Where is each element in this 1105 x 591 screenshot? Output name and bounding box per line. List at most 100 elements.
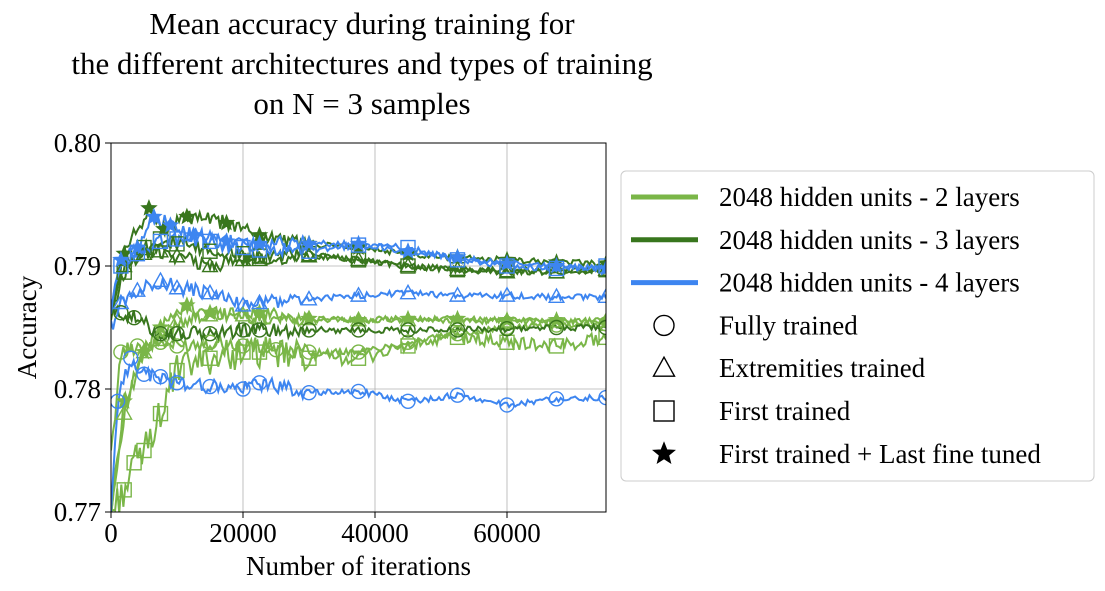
legend-circle-icon (653, 314, 675, 337)
marker-2-layers-first-trained-last-fine-tuned (547, 310, 566, 328)
legend-square-icon (653, 400, 675, 422)
marker-2-layers-extremities-trained (234, 306, 252, 322)
series-markers (111, 199, 606, 498)
x-tick-label: 0 (104, 518, 118, 548)
marker-3-layers-extremities-trained (201, 256, 219, 273)
marker-4-layers-extremities-trained (448, 286, 467, 302)
marker-4-layers-first-trained (202, 233, 218, 250)
marker-4-layers-fully-trained (449, 387, 466, 403)
legend: 2048 hidden units - 2 layers 2048 hidden … (620, 170, 1095, 482)
marker-3-layers-first-trained (449, 261, 466, 278)
marker-3-layers-fully-trained (235, 322, 251, 338)
marker-4-layers-first-trained-last-fine-tuned (349, 234, 368, 252)
marker-4-layers-fully-trained (350, 383, 367, 400)
marker-4-layers-fully-trained (123, 350, 139, 366)
marker-4-layers-first-trained (152, 233, 169, 250)
marker-2-layers-first-trained (126, 455, 142, 471)
marker-4-layers-fully-trained (598, 389, 606, 406)
marker-2-layers-first-trained (598, 329, 606, 346)
legend-star-icon (652, 441, 676, 464)
marker-2-layers-first-trained-last-fine-tuned (178, 296, 196, 313)
marker-3-layers-fully-trained (169, 325, 185, 342)
marker-2-layers-first-trained (548, 338, 565, 354)
marker-4-layers-first-trained-last-fine-tuned (300, 234, 318, 252)
marker-2-layers-first-trained (116, 482, 132, 498)
marker-2-layers-first-trained (400, 338, 416, 354)
marker-2-layers-first-trained (235, 344, 251, 360)
marker-4-layers-first-trained-last-fine-tuned (597, 259, 606, 276)
marker-4-layers-first-trained-last-fine-tuned (161, 216, 180, 233)
marker-4-layers-extremities-trained (300, 290, 318, 306)
y-axis-label: Accuracy (12, 275, 42, 379)
plot-frame (110, 142, 607, 513)
legend-entry-first-trained: First trained (719, 396, 851, 426)
marker-4-layers-first-trained-last-fine-tuned (547, 256, 566, 274)
marker-2-layers-first-trained-last-fine-tuned (135, 342, 153, 360)
legend-entry-extremities-trained: Extremities trained (719, 353, 926, 383)
marker-2-layers-first-trained (251, 344, 268, 360)
series-line-2-layers-first-trained (111, 330, 606, 512)
marker-4-layers-first-trained (235, 239, 251, 256)
marker-4-layers-extremities-trained (112, 293, 130, 310)
marker-3-layers-fully-trained (126, 309, 142, 326)
marker-3-layers-first-trained-last-fine-tuned (217, 213, 236, 231)
marker-4-layers-extremities-trained (597, 287, 606, 304)
marker-4-layers-extremities-trained (498, 286, 516, 302)
marker-4-layers-fully-trained (111, 393, 126, 409)
marker-2-layers-first-trained-last-fine-tuned (250, 303, 269, 321)
series-line-4-layers-first-trained-last-fine-tuned (111, 214, 606, 314)
marker-4-layers-extremities-trained (349, 286, 368, 302)
marker-2-layers-fully-trained (598, 316, 606, 332)
marker-4-layers-extremities-trained (547, 287, 566, 304)
marker-3-layers-fully-trained (350, 322, 367, 338)
marker-3-layers-fully-trained (598, 319, 606, 336)
marker-4-layers-fully-trained (136, 366, 152, 382)
marker-2-layers-first-trained-last-fine-tuned (597, 312, 606, 329)
marker-4-layers-first-trained-last-fine-tuned (145, 207, 163, 225)
marker-2-layers-fully-trained (152, 334, 169, 350)
marker-4-layers-fully-trained (169, 375, 185, 391)
axis-ticks: 0 20000 40000 60000 0.77 0.78 0.79 0.80 (54, 128, 541, 548)
y-tick-label: 0.78 (54, 374, 101, 404)
marker-3-layers-extremities-trained (151, 242, 170, 258)
marker-3-layers-extremities-trained (448, 260, 467, 276)
legend-entry-first-trained-last-fine-tuned: First trained + Last fine tuned (719, 439, 1041, 469)
marker-4-layers-fully-trained (499, 397, 515, 413)
x-tick-label: 20000 (209, 518, 277, 548)
marker-3-layers-extremities-trained (399, 256, 417, 273)
marker-4-layers-extremities-trained (399, 283, 417, 300)
series-line-3-layers-first-trained (111, 235, 606, 321)
marker-3-layers-extremities-trained (250, 250, 269, 267)
marker-3-layers-fully-trained (400, 322, 416, 338)
y-tick-label: 0.79 (54, 251, 101, 281)
marker-3-layers-fully-trained (202, 325, 218, 342)
legend-triangle-icon (652, 355, 676, 377)
y-tick-label: 0.80 (54, 128, 101, 158)
marker-4-layers-first-trained (169, 231, 185, 247)
marker-2-layers-first-trained-last-fine-tuned (201, 303, 219, 321)
marker-4-layers-first-trained-last-fine-tuned (112, 250, 130, 268)
series-line-4-layers-fully-trained (111, 356, 606, 512)
marker-2-layers-extremities-trained (115, 404, 133, 420)
marker-3-layers-extremities-trained (234, 250, 252, 267)
marker-3-layers-extremities-trained (498, 263, 516, 279)
marker-3-layers-first-trained-last-fine-tuned (140, 199, 158, 216)
marker-4-layers-fully-trained (152, 369, 169, 385)
marker-2-layers-first-trained (301, 350, 317, 366)
marker-4-layers-extremities-trained (168, 278, 186, 295)
marker-4-layers-extremities-trained (201, 283, 219, 300)
marker-4-layers-extremities-trained (250, 293, 269, 310)
chart-title: Mean accuracy during training for the dif… (71, 6, 652, 121)
marker-3-layers-extremities-trained (349, 250, 368, 267)
marker-3-layers-extremities-trained (168, 247, 186, 263)
marker-3-layers-first-trained-last-fine-tuned (178, 207, 196, 225)
chart-title-line-1: Mean accuracy during training for (149, 6, 575, 41)
chart-title-line-2: the different architectures and types of… (71, 46, 652, 81)
marker-2-layers-extremities-trained (151, 330, 170, 347)
series-line-3-layers-fully-trained (111, 304, 606, 344)
marker-4-layers-fully-trained (548, 391, 565, 407)
marker-4-layers-fully-trained (301, 384, 317, 401)
marker-2-layers-first-trained (169, 362, 185, 379)
axis-labels: Number of iterations Accuracy (12, 275, 471, 581)
